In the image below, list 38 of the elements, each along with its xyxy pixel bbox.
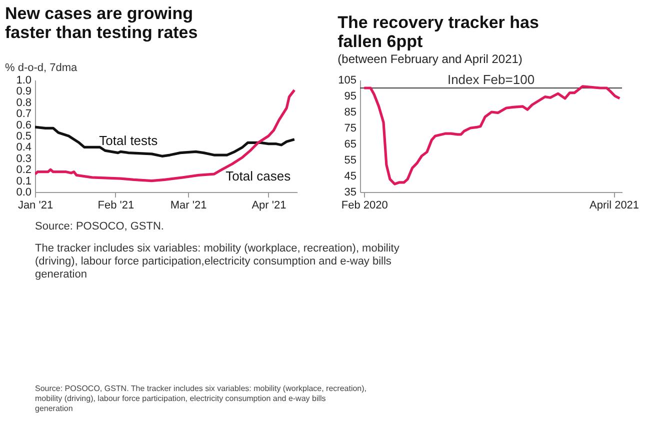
text: The tracker includes six variables: mobility (workplace, recreation), mobility (driving), labour force participation,electricity consumption and e-way bills generation (35, 242, 400, 280)
y-tick-label: 75 (344, 122, 356, 134)
line-series (35, 88, 296, 182)
y-tick-label: 105 (338, 74, 356, 86)
y-tick-label: 0.3 (16, 152, 32, 165)
source-note: Source: POSOCO, GSTN. (35, 220, 164, 232)
chart-title: The recovery tracker has fallen 6ppt (338, 13, 539, 51)
y-tick-label: 35 (344, 186, 356, 198)
y-tick-label: 95 (344, 90, 356, 102)
y-tick-label: 0.1 (16, 175, 32, 188)
y-tick-label: 0.7 (16, 108, 32, 120)
source-note: Source: POSOCO, GSTN. The tracker includes six variables: mobility (workplace, recreation), mobility (driving), labour force participation, electricity consumption and e-way bills generation (35, 384, 367, 413)
y-axis-title: % d-o-d, 7dma (5, 62, 78, 74)
y-tick-label: 55 (344, 154, 356, 166)
chart-subtitle: (between February and April 2021) (338, 52, 522, 66)
y-tick-label: 65 (344, 138, 356, 150)
y-tick-label: 0.4 (16, 142, 32, 154)
x-tick-label: Feb 2020 (341, 200, 388, 212)
x-tick-label: Feb '21 (98, 200, 134, 212)
y-tick-label: 1.0 (16, 74, 32, 86)
y-tick-label: 45 (344, 170, 356, 182)
x-tick-label: Jan '21 (18, 200, 54, 212)
ref-line-label: Index Feb=100 (447, 72, 535, 87)
y-tick-label: 0.9 (16, 86, 32, 98)
y-tick-label: 0.2 (16, 164, 32, 176)
y-tick-label: 85 (344, 106, 356, 118)
y-tick-label: 0.5 (16, 130, 32, 142)
x-tick-label: Mar '21 (170, 200, 207, 212)
line-series (35, 126, 296, 158)
y-tick-label: 0.6 (16, 119, 32, 132)
y-tick-label: 0.8 (16, 96, 32, 109)
y-tick-label: 0.0 (16, 186, 32, 198)
chart-title: New cases are growing faster than testing rates (5, 4, 198, 42)
series-label: Total tests (99, 132, 158, 148)
x-tick-label: April 2021 (590, 200, 640, 212)
series-label: Total cases (226, 168, 292, 184)
line-series (362, 85, 621, 186)
x-tick-label: Apr '21 (252, 200, 286, 212)
